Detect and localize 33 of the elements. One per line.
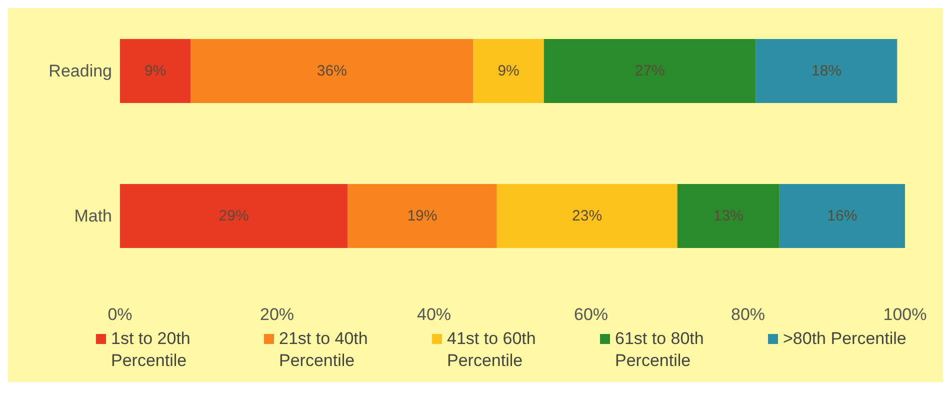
bar xyxy=(779,184,905,248)
x-tick-label: 20% xyxy=(260,305,294,324)
x-tick-label: 80% xyxy=(730,305,766,324)
legend-label: 21st to 40th Percentile xyxy=(279,328,369,372)
data-label: 18% xyxy=(811,62,842,80)
bar xyxy=(677,184,780,248)
data-label: 9% xyxy=(144,62,166,80)
data-label: 27% xyxy=(634,62,665,80)
data-label: 23% xyxy=(572,208,602,224)
y-tick-label: Reading xyxy=(48,62,112,81)
bar xyxy=(190,39,474,103)
bar xyxy=(473,39,544,103)
x-tick-label: 100% xyxy=(883,305,927,324)
y-tick-label: Math xyxy=(74,206,112,226)
bar xyxy=(120,39,191,103)
data-label: 9% xyxy=(498,62,520,80)
x-tick-label: 40% xyxy=(416,305,452,324)
legend-label: >80th Percentile xyxy=(783,328,906,350)
bar xyxy=(120,184,348,248)
x-tick-label: 0% xyxy=(108,305,132,324)
data-label: 13% xyxy=(713,208,744,224)
data-label: 16% xyxy=(827,208,858,224)
bar xyxy=(496,184,678,248)
bar xyxy=(348,184,497,248)
bar xyxy=(756,39,898,103)
legend-label: 41st to 60th Percentile xyxy=(447,328,537,372)
data-label: 29% xyxy=(218,208,249,224)
legend-label: 1st to 20th Percentile xyxy=(111,328,192,372)
bar xyxy=(544,39,756,103)
data-label: 36% xyxy=(316,62,347,80)
x-tick-label: 60% xyxy=(574,305,608,324)
data-label: 19% xyxy=(407,208,438,224)
legend-label: 61st to 80th Percentile xyxy=(615,328,705,372)
